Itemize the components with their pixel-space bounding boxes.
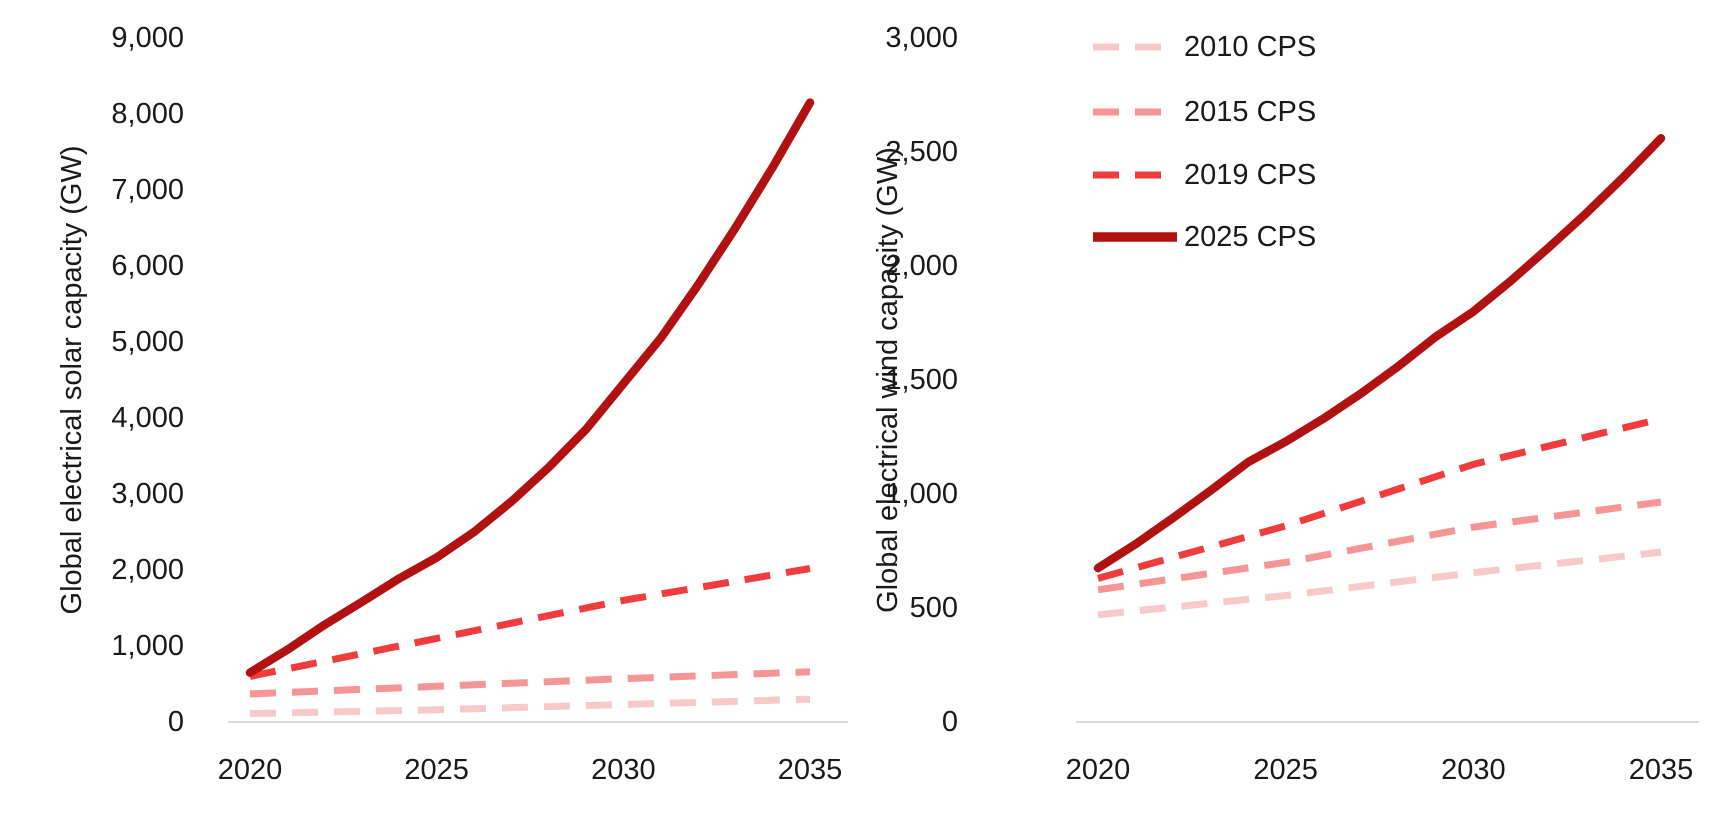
y-tick-label: 1,000 (111, 630, 184, 662)
y-tick-label: 1,000 (885, 478, 958, 510)
legend-label: 2010 CPS (1184, 31, 1316, 63)
legend-item: 2019 CPS (1093, 159, 1316, 191)
series-line-2010-cps (1097, 548, 1662, 619)
legend-item: 2010 CPS (1093, 31, 1316, 63)
y-tick-label: 7,000 (111, 174, 184, 206)
y-axis-title: Global electrical solar capacity (GW) (56, 146, 88, 615)
y-tick-label: 1,500 (885, 364, 958, 396)
solar-capacity-chart: 0 1,000 2,000 3,000 4,000 5,000 6,000 7,000 8,00… (56, 22, 848, 786)
series-line-2025-cps (245, 98, 815, 677)
y-tick-label: 4,000 (111, 402, 184, 434)
x-tick-label: 2030 (591, 754, 656, 786)
y-tick-label: 8,000 (111, 98, 184, 130)
wind-capacity-chart-svg: 0 500 1,000 1,500 2,000 2,500 3,000 Global elec… (872, 22, 1699, 786)
legend: 2010 CPS 2015 CPS 2019 CPS 2025 CPS (1093, 31, 1316, 253)
y-tick-label: 2,000 (885, 250, 958, 282)
x-tick-label: 2020 (218, 754, 283, 786)
y-tick-label: 500 (910, 592, 958, 624)
series-line-2015-cps (249, 668, 811, 698)
legend-label: 2015 CPS (1184, 96, 1316, 128)
legend-item: 2025 CPS (1093, 221, 1316, 253)
y-tick-label: 3,000 (885, 22, 958, 54)
y-tick-label: 9,000 (111, 22, 184, 54)
y-tick-label: 0 (942, 706, 958, 738)
x-tick-label: 2020 (1066, 754, 1131, 786)
series-line-2010-cps (249, 695, 811, 718)
series-line-2019-cps (1097, 415, 1662, 582)
x-tick-label: 2035 (778, 754, 843, 786)
series-line-2015-cps (1097, 498, 1662, 594)
legend-item: 2015 CPS (1093, 96, 1316, 128)
y-tick-label: 2,500 (885, 136, 958, 168)
y-tick-label: 2,000 (111, 554, 184, 586)
x-tick-label: 2025 (1253, 754, 1318, 786)
y-tick-label: 5,000 (111, 326, 184, 358)
x-tick-label: 2035 (1629, 754, 1694, 786)
series-line-2025-cps (1093, 134, 1666, 573)
y-tick-label: 3,000 (111, 478, 184, 510)
y-axis-title: Global electrical wind capacity (GW) (872, 147, 904, 613)
wind-capacity-chart: 0 500 1,000 1,500 2,000 2,500 3,000 Global elec… (866, 0, 1732, 827)
solar-capacity-chart-svg: 0 1,000 2,000 3,000 4,000 5,000 6,000 7,000 8,00… (56, 22, 848, 786)
series-line-2019-cps (249, 565, 811, 680)
legend-label: 2019 CPS (1184, 159, 1316, 191)
y-tick-label: 0 (168, 706, 184, 738)
x-tick-label: 2025 (404, 754, 469, 786)
y-tick-label: 6,000 (111, 250, 184, 282)
legend-label: 2025 CPS (1184, 221, 1316, 253)
x-tick-label: 2030 (1441, 754, 1506, 786)
